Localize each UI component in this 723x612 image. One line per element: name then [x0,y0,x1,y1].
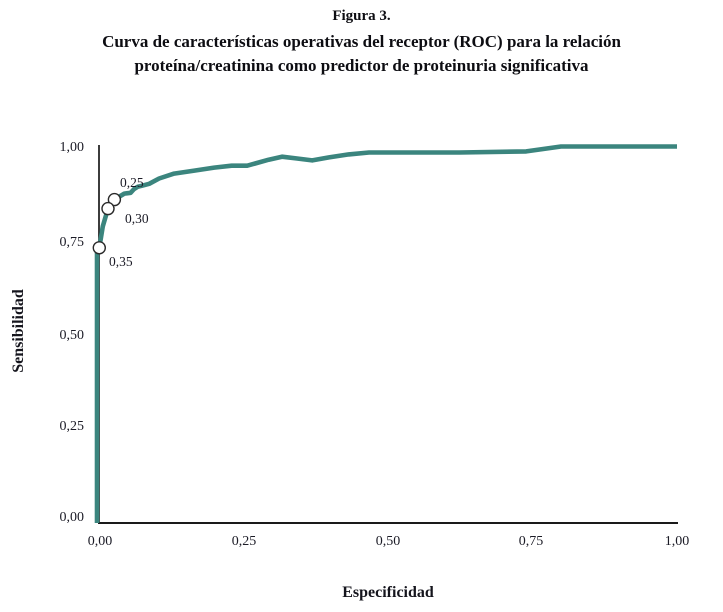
cutoff-marker-point [107,192,122,207]
x-tick-label-0-00: 0,00 [87,534,113,549]
x-tick-label-0-25: 0,25 [231,534,257,549]
x-tick-label-0-75: 0,75 [518,534,544,549]
y-tick-label-0-50: 0,50 [59,328,85,343]
cutoff-label-0-35: 0,35 [109,254,133,269]
cutoff-marker-group [92,192,122,255]
cutoff-marker-point [92,241,107,255]
figure-caption-line1: Curva de características operativas del … [102,32,621,51]
x-tick-label-1-00: 1,00 [664,534,690,549]
cutoff-label-0-25: 0,25 [120,175,144,190]
y-tick-label-0-75: 0,75 [59,235,85,250]
y-tick-label-1-00: 1,00 [59,140,85,155]
cutoff-marker-point [101,201,115,216]
x-tick-label-0-50: 0,50 [375,534,401,549]
y-axis-title: Sensibilidad [10,289,27,373]
figure-number: Figura 3. [332,8,391,24]
y-tick-label-0-25: 0,25 [59,419,85,434]
cutoff-label-0-30: 0,30 [125,211,149,226]
figure-title-block: Figura 3. Curva de características opera… [0,7,723,78]
figure-caption-line2: proteína/creatinina como predictor de pr… [134,56,589,75]
roc-curve [94,144,677,523]
x-axis-title: Especificidad [342,584,434,601]
y-tick-label-0-00: 0,00 [59,510,85,525]
